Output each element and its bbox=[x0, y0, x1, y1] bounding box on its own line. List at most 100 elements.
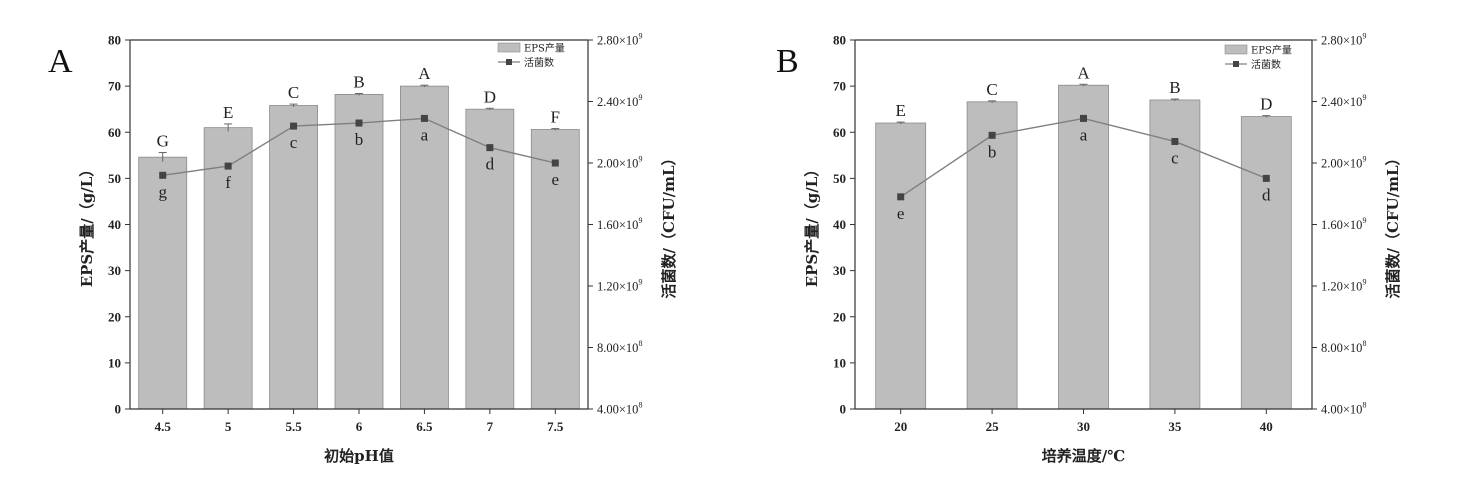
line-marker bbox=[551, 159, 559, 167]
x-tick-label: 5 bbox=[225, 419, 232, 434]
y-tick-label: 30 bbox=[833, 263, 846, 278]
line-marker bbox=[355, 119, 363, 127]
line-significance-letter: e bbox=[897, 204, 905, 223]
x-axis-title: 初始pH值 bbox=[324, 447, 394, 465]
bar bbox=[1149, 99, 1201, 410]
y2-tick-mantissa: 2.00×10 bbox=[1321, 157, 1362, 171]
bar-significance-letter: F bbox=[551, 108, 560, 127]
legend-line-marker bbox=[1233, 61, 1239, 67]
panel-label: A bbox=[48, 43, 73, 80]
y2-tick-mantissa: 8.00×10 bbox=[1321, 341, 1362, 355]
bar-significance-letter: D bbox=[484, 87, 496, 106]
line-marker bbox=[897, 193, 905, 201]
line-marker bbox=[290, 122, 298, 130]
y2-tick-mantissa: 1.60×10 bbox=[597, 218, 638, 232]
legend-bar-swatch bbox=[1224, 44, 1248, 55]
bar-significance-letter: B bbox=[1169, 78, 1180, 97]
y2-tick-exponent: 8 bbox=[638, 401, 642, 410]
y2-tick-exponent: 9 bbox=[1362, 278, 1366, 287]
line-significance-letter: b bbox=[988, 142, 997, 161]
y-axis-title: EPS产量/（g/L） bbox=[803, 162, 821, 288]
x-tick-label: 40 bbox=[1260, 419, 1273, 434]
y2-tick-label: 1.60×109 bbox=[1321, 216, 1366, 232]
line-marker bbox=[159, 171, 167, 179]
y2-tick-mantissa: 1.60×10 bbox=[1321, 218, 1362, 232]
y2-tick-exponent: 9 bbox=[638, 93, 642, 102]
x-tick-label: 7 bbox=[487, 419, 494, 434]
x-tick-label: 6 bbox=[356, 419, 363, 434]
y-tick-label: 20 bbox=[108, 309, 121, 324]
line-marker bbox=[420, 114, 428, 122]
y2-tick-label: 2.00×109 bbox=[597, 155, 642, 171]
y2-tick-label: 8.00×108 bbox=[597, 339, 642, 355]
x-tick-label: 20 bbox=[894, 419, 907, 434]
y2-tick-exponent: 9 bbox=[1362, 216, 1366, 225]
y2-tick-exponent: 9 bbox=[1362, 93, 1366, 102]
y-tick-label: 50 bbox=[108, 171, 121, 186]
y2-tick-mantissa: 2.40×10 bbox=[1321, 95, 1362, 109]
y-tick-label: 40 bbox=[833, 217, 846, 232]
y-tick-label: 50 bbox=[833, 171, 846, 186]
y2-tick-label: 4.00×108 bbox=[597, 401, 642, 417]
x-tick-label: 35 bbox=[1168, 419, 1182, 434]
bar bbox=[465, 108, 515, 410]
bar-significance-letter: C bbox=[986, 80, 997, 99]
bar-significance-letter: E bbox=[896, 101, 906, 120]
bar bbox=[1058, 84, 1109, 410]
panel-label: B bbox=[776, 43, 799, 80]
y-tick-label: 80 bbox=[108, 33, 121, 48]
y-axis-title: EPS产量/（g/L） bbox=[78, 162, 96, 288]
line-significance-letter: b bbox=[355, 130, 364, 149]
y-tick-label: 10 bbox=[108, 355, 121, 370]
y-tick-label: 10 bbox=[833, 355, 846, 370]
y2-tick-exponent: 9 bbox=[638, 216, 642, 225]
line-marker bbox=[1171, 137, 1179, 145]
legend-bar-label: EPS产量 bbox=[524, 42, 565, 55]
legend-bar-label: EPS产量 bbox=[1251, 44, 1292, 57]
bar-significance-letter: E bbox=[223, 103, 233, 122]
line-significance-letter: c bbox=[1171, 148, 1179, 167]
x-tick-label: 5.5 bbox=[285, 419, 302, 434]
x-tick-label: 7.5 bbox=[547, 419, 564, 434]
bar bbox=[203, 127, 253, 410]
y2-tick-label: 2.40×109 bbox=[597, 93, 642, 109]
line-significance-letter: d bbox=[1262, 185, 1271, 204]
line-significance-letter: d bbox=[486, 155, 495, 174]
y2-tick-exponent: 8 bbox=[1362, 339, 1366, 348]
y-tick-label: 80 bbox=[833, 33, 846, 48]
legend-line-marker bbox=[506, 59, 512, 65]
y2-tick-label: 2.80×109 bbox=[597, 32, 642, 48]
y2-axis-title: 活菌数/（CFU/mL） bbox=[1384, 150, 1402, 298]
bar bbox=[400, 85, 449, 410]
y2-axis-title: 活菌数/（CFU/mL） bbox=[660, 150, 678, 298]
bar-significance-letter: B bbox=[353, 73, 364, 92]
bar bbox=[138, 156, 188, 410]
bar bbox=[875, 122, 927, 410]
y2-tick-label: 1.20×109 bbox=[1321, 278, 1366, 294]
bar-significance-letter: D bbox=[1260, 95, 1272, 114]
line-significance-letter: c bbox=[290, 133, 298, 152]
bar bbox=[1240, 116, 1292, 410]
y2-tick-exponent: 9 bbox=[1362, 32, 1366, 41]
line-marker bbox=[224, 162, 232, 170]
x-tick-label: 30 bbox=[1077, 419, 1090, 434]
legend-bar-swatch bbox=[497, 42, 521, 53]
x-tick-label: 25 bbox=[986, 419, 1000, 434]
y2-tick-exponent: 9 bbox=[1362, 155, 1366, 164]
y2-tick-mantissa: 2.80×10 bbox=[597, 34, 638, 48]
y-tick-label: 0 bbox=[840, 402, 847, 417]
y2-tick-exponent: 8 bbox=[638, 339, 642, 348]
x-tick-label: 6.5 bbox=[416, 419, 433, 434]
y2-tick-exponent: 9 bbox=[638, 32, 642, 41]
y-tick-label: 20 bbox=[833, 309, 846, 324]
x-tick-label: 4.5 bbox=[155, 419, 172, 434]
bar-significance-letter: G bbox=[157, 132, 169, 151]
bar bbox=[334, 94, 384, 410]
bar-significance-letter: A bbox=[1077, 63, 1090, 82]
line-significance-letter: f bbox=[225, 173, 231, 192]
y2-tick-exponent: 9 bbox=[638, 155, 642, 164]
y2-tick-mantissa: 8.00×10 bbox=[597, 341, 638, 355]
